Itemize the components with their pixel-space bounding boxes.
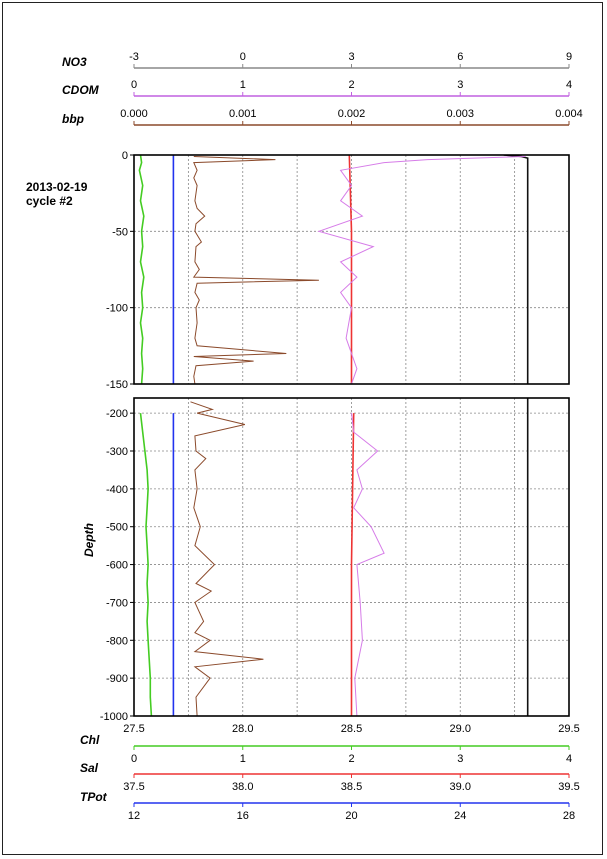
bottom-tick-label: 27.5 <box>123 723 144 735</box>
bottom-tick-label: 38.5 <box>341 781 362 793</box>
series-line-cdom <box>351 413 385 716</box>
bottom-tick-label: 29.0 <box>450 723 471 735</box>
bottom-axis-name-tpot: TPot <box>80 790 108 804</box>
top-tick-label: 2 <box>348 79 354 91</box>
y-tick-label: -100 <box>106 303 128 315</box>
profile-date: 2013-02-19 <box>26 180 88 194</box>
y-tick-label: -50 <box>112 226 128 238</box>
y-tick-label: -1000 <box>100 711 128 723</box>
top-tick-label: 1 <box>240 79 246 91</box>
bottom-tick-label: 38.0 <box>232 781 253 793</box>
top-tick-label: 6 <box>457 51 463 63</box>
top-tick-label: 0 <box>240 51 246 63</box>
top-tick-label: -3 <box>129 51 139 63</box>
panel-2: -200 -300 -400 -500 -600 -700 -800 -900 -1000 <box>100 397 570 723</box>
panel-1: 0 -50 -100 -150 <box>106 150 570 391</box>
top-tick-label: 4 <box>566 79 572 91</box>
panel-series <box>139 398 529 716</box>
series-line-chl <box>138 155 145 384</box>
bottom-tick-label: 24 <box>454 810 466 822</box>
bottom-tick-label: 39.0 <box>450 781 471 793</box>
top-axis-name-cdom: CDOM <box>62 83 100 97</box>
bottom-tick-label: 39.5 <box>558 781 579 793</box>
bottom-tick-label: 37.5 <box>123 781 144 793</box>
top-axis-name-bbp: bbp <box>62 112 84 126</box>
series-line-sal <box>348 155 353 384</box>
series-line-bbp <box>192 156 319 384</box>
bottom-tick-label: 28.0 <box>232 723 253 735</box>
depth-axis-label: Depth <box>82 523 96 557</box>
top-axis-name-no3: NO3 <box>62 55 87 69</box>
y-tick-label: -500 <box>106 522 128 534</box>
bottom-tick-label: 2 <box>348 753 354 765</box>
plot-panels: 0 -50 -100 -150 -200 -300 -400 -500 -600 -700 -800… <box>100 150 570 723</box>
bottom-tick-label: 1 <box>240 753 246 765</box>
top-tick-label: 9 <box>566 51 572 63</box>
top-tick-label: 0.000 <box>120 108 148 120</box>
panel-border <box>133 397 570 717</box>
bottom-axis-name-sal: Sal <box>80 761 99 775</box>
bottom-tick-label: 3 <box>457 753 463 765</box>
bottom-tick-label: 20 <box>345 810 357 822</box>
series-line-sal <box>350 413 355 716</box>
y-tick-label: -800 <box>106 635 128 647</box>
y-tick-label: -900 <box>106 673 128 685</box>
bottom-tick-label: 0 <box>131 753 137 765</box>
bottom-tick-label: 28.5 <box>341 723 362 735</box>
y-tick-label: -300 <box>106 446 128 458</box>
y-tick-label: -700 <box>106 597 128 609</box>
y-tick-label: 0 <box>122 150 128 162</box>
profile-cycle: cycle #2 <box>26 194 73 208</box>
series-line-chl <box>139 413 153 716</box>
bottom-tick-label: 4 <box>566 753 572 765</box>
top-tick-label: 0 <box>131 79 137 91</box>
bottom-tick-label: 16 <box>237 810 249 822</box>
top-tick-label: 0.003 <box>446 108 474 120</box>
bottom-axis-name-chl: Chl <box>80 733 100 747</box>
bottom-tick-label: 12 <box>128 810 140 822</box>
top-axes: NO3 -3 0 3 6 9 CDOM 0 1 2 3 4 bbp 0.000 0.001 0.002 0.00… <box>62 51 583 126</box>
series-line-cdom <box>317 156 526 384</box>
top-tick-label: 0.001 <box>229 108 257 120</box>
series-line-bbp <box>190 401 264 716</box>
panel-series <box>138 155 529 384</box>
y-tick-label: -400 <box>106 484 128 496</box>
bottom-tick-label: 29.5 <box>558 723 579 735</box>
y-tick-label: -600 <box>106 560 128 572</box>
bottom-tick-label: 28 <box>563 810 575 822</box>
top-tick-label: 0.004 <box>555 108 583 120</box>
panel-border <box>133 154 570 385</box>
top-tick-label: 0.002 <box>338 108 366 120</box>
y-tick-label: -150 <box>106 379 128 391</box>
top-tick-label: 3 <box>457 79 463 91</box>
top-tick-label: 3 <box>348 51 354 63</box>
y-tick-label: -200 <box>106 408 128 420</box>
